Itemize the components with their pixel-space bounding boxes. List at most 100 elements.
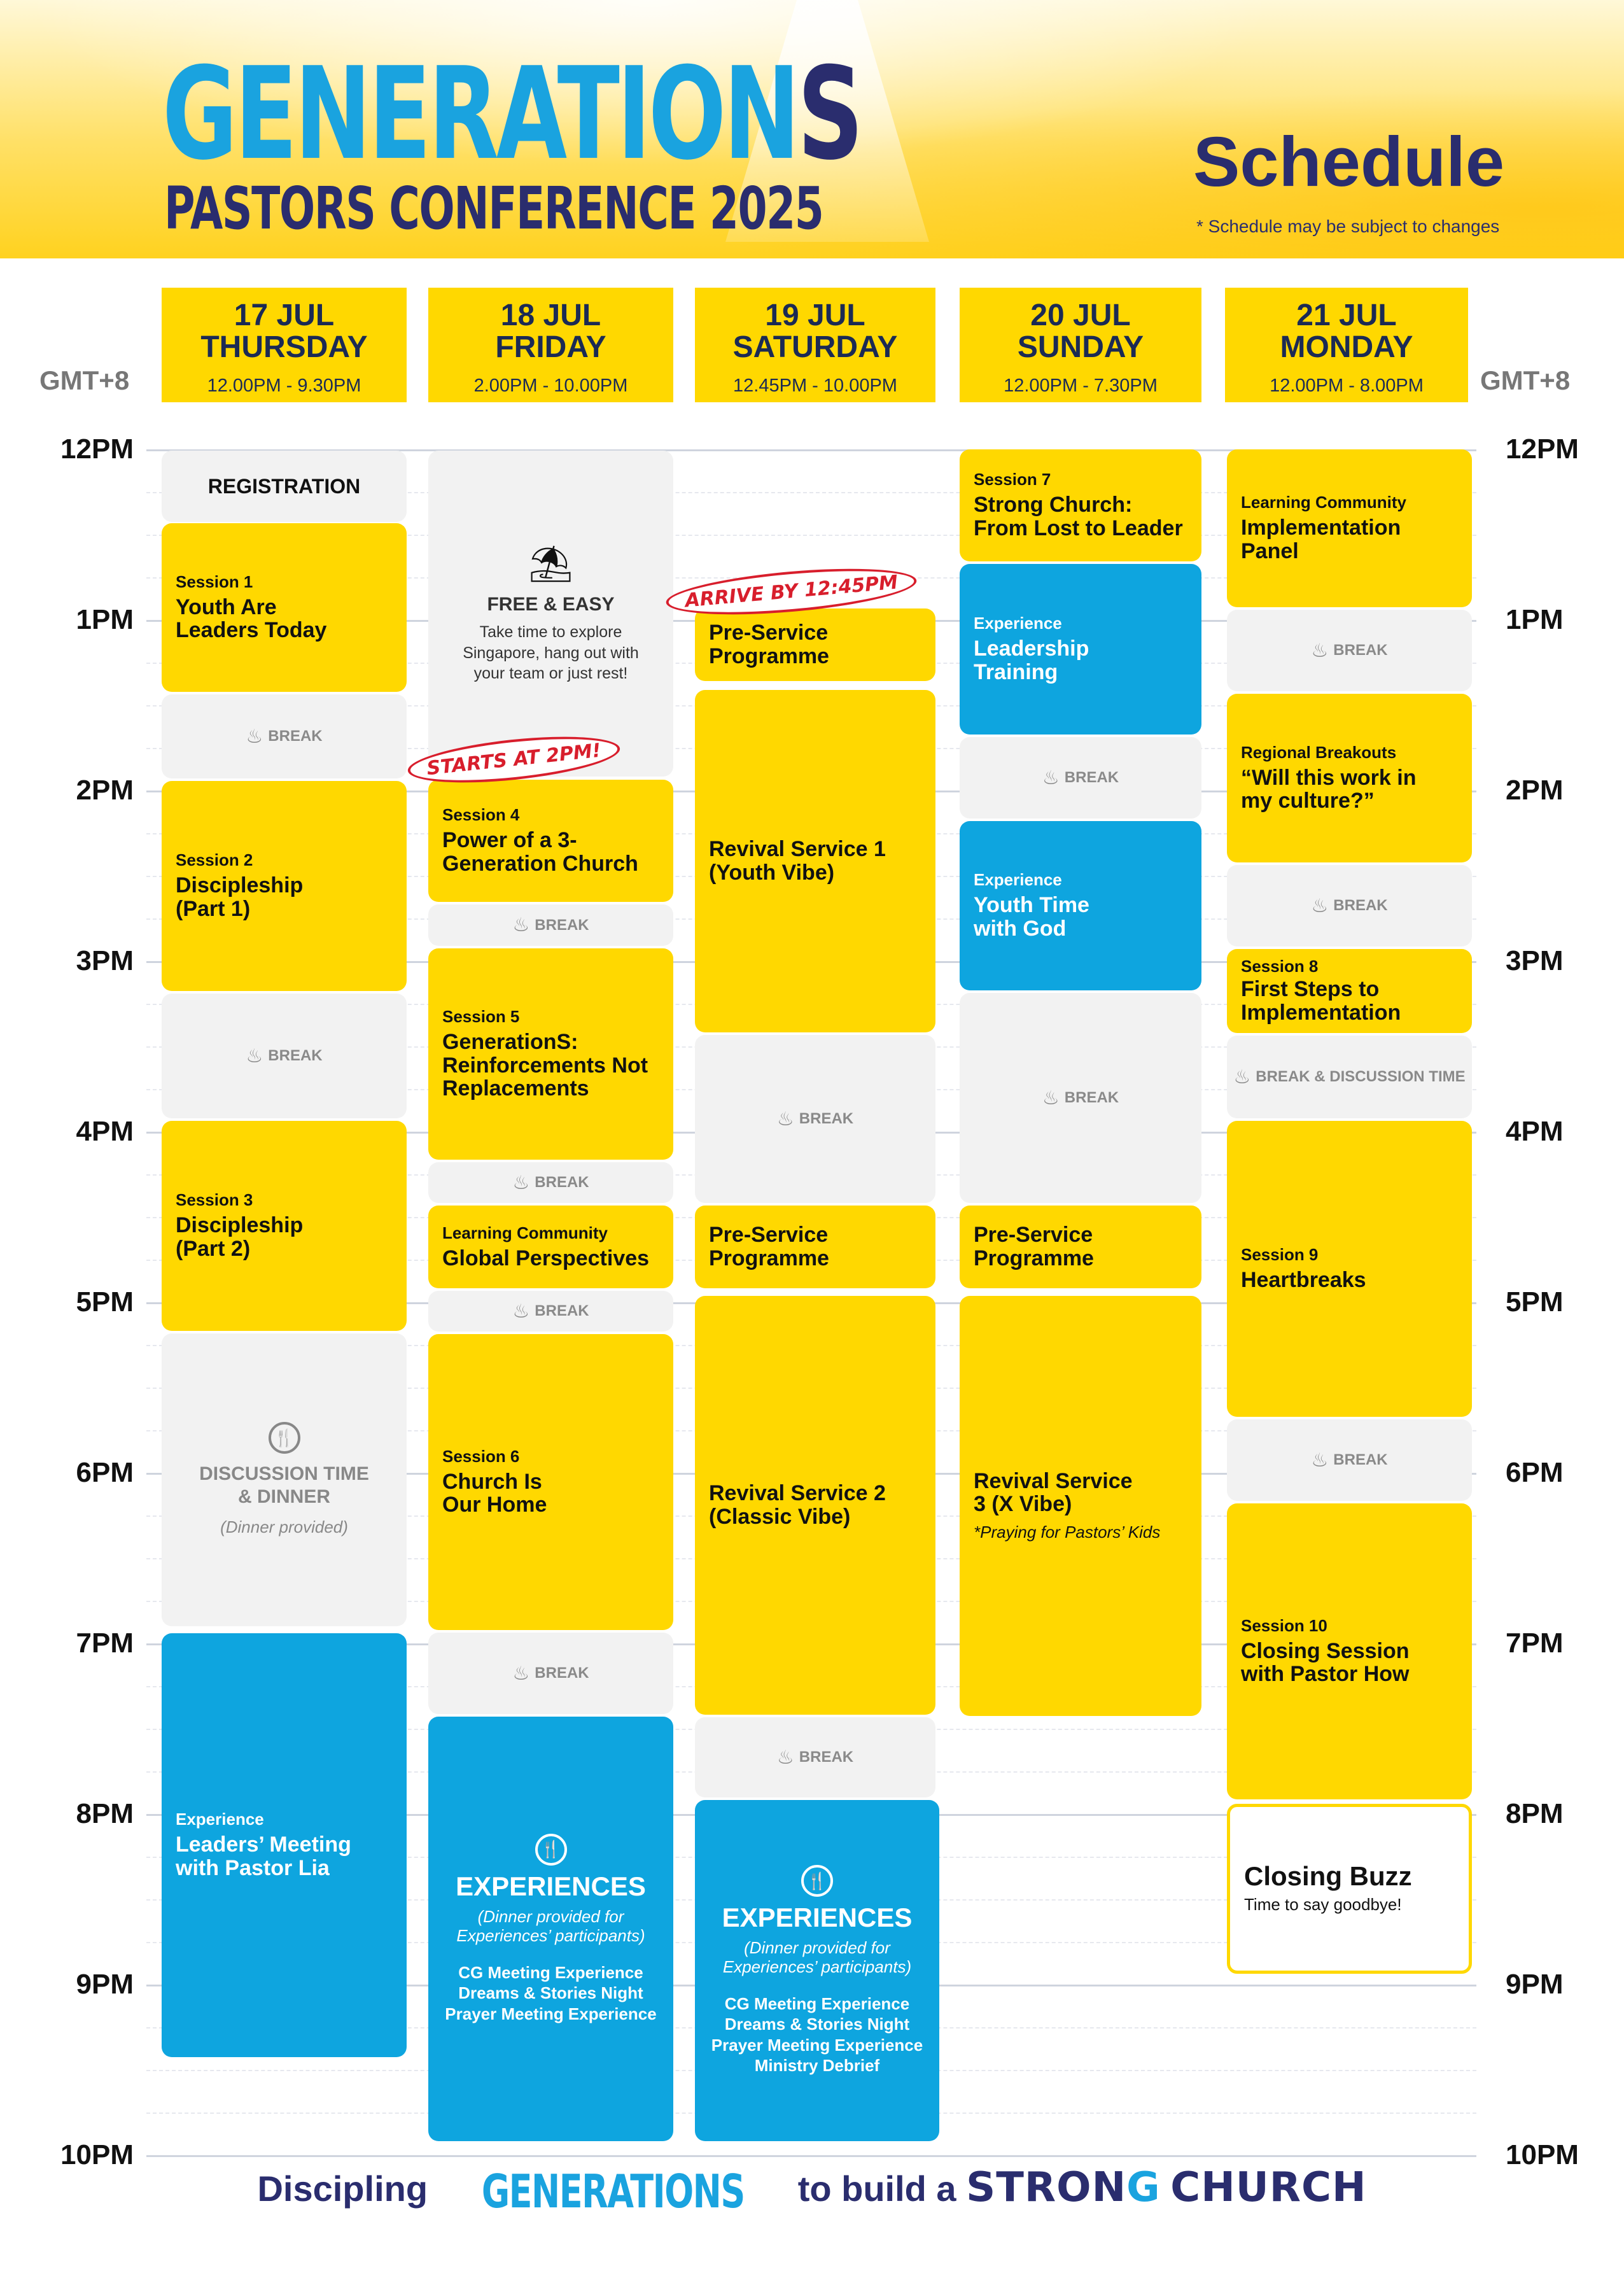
time-label: 4PM bbox=[76, 1116, 134, 1147]
session-label: Session 2 bbox=[176, 850, 253, 870]
registration-block: REGISTRATION bbox=[162, 451, 407, 522]
closing-buzz-sub: Time to say goodbye! bbox=[1244, 1895, 1402, 1914]
experiences-title: EXPERIENCES bbox=[456, 1871, 646, 1901]
session-title: Implementation Panel bbox=[1241, 516, 1401, 563]
session-2-block: Session 2 Discipleship (Part 1) bbox=[162, 781, 407, 991]
session-title: First Steps to Implementation bbox=[1241, 977, 1401, 1025]
session-title: Global Perspectives bbox=[442, 1246, 650, 1270]
time-label: 2PM bbox=[1506, 775, 1564, 806]
time-label: 5PM bbox=[1506, 1286, 1564, 1318]
session-9-block: Session 9 Heartbreaks bbox=[1227, 1121, 1472, 1417]
time-label: 3PM bbox=[1506, 945, 1564, 976]
coffee-cup-icon: ♨ bbox=[512, 915, 530, 936]
page-title: Schedule bbox=[1193, 123, 1505, 201]
day-hours: 12.00PM - 9.30PM bbox=[207, 376, 361, 396]
free-and-easy-block: ⛱ FREE & EASY Take time to explore Singa… bbox=[428, 451, 673, 777]
day-hours: 2.00PM - 10.00PM bbox=[473, 376, 628, 396]
free-title: FREE & EASY bbox=[487, 594, 615, 615]
day-name: FRIDAY bbox=[495, 330, 606, 364]
break-block: ♨ BREAK bbox=[960, 993, 1201, 1203]
pre-service-block: Pre-Service Programme bbox=[960, 1206, 1201, 1288]
session-title: Pre-Service Programme bbox=[709, 1223, 829, 1270]
session-title: Youth Time with God bbox=[974, 893, 1089, 941]
cutlery-icon: 🍴 bbox=[801, 1865, 833, 1897]
time-label: 3PM bbox=[76, 945, 134, 976]
time-label: 12PM bbox=[60, 433, 134, 465]
session-label: Regional Breakouts bbox=[1241, 742, 1397, 762]
break-discussion-block: ♨ BREAK & DISCUSSION TIME bbox=[1227, 1036, 1472, 1118]
day-hours: 12.00PM - 8.00PM bbox=[1270, 376, 1424, 396]
session-5-block: Session 5 GenerationS: Reinforcements No… bbox=[428, 948, 673, 1160]
session-title: Heartbreaks bbox=[1241, 1268, 1366, 1293]
experience-item: Dreams & Stories Night bbox=[724, 2014, 910, 2034]
day-date: 18 JUL bbox=[500, 299, 601, 332]
experience-item: CG Meeting Experience bbox=[458, 1962, 643, 1982]
revival-service-1-block: Revival Service 1 (Youth Vibe) bbox=[695, 690, 935, 1032]
experience-item: Dreams & Stories Night bbox=[458, 1983, 643, 2003]
day-hours: 12.00PM - 7.30PM bbox=[1004, 376, 1158, 396]
conference-name: PASTORS CONFERENCE 2025 bbox=[164, 174, 824, 243]
session-8-block: Session 8 First Steps to Implementation bbox=[1227, 949, 1472, 1033]
cutlery-icon: 🍴 bbox=[535, 1833, 567, 1866]
session-4-block: Session 4 Power of a 3-Generation Church bbox=[428, 780, 673, 902]
free-desc: Take time to explore Singapore, hang out… bbox=[463, 623, 639, 683]
day-name: THURSDAY bbox=[200, 330, 368, 364]
break-block: ♨ BREAK bbox=[162, 694, 407, 778]
discussion-dinner-block: 🍴 DISCUSSION TIME & DINNER (Dinner provi… bbox=[162, 1333, 407, 1626]
closing-buzz-block: Closing Buzz Time to say goodbye! bbox=[1227, 1804, 1472, 1974]
experience-leaders-meeting-block: Experience Leaders’ Meeting with Pastor … bbox=[162, 1633, 407, 2057]
time-label: 6PM bbox=[76, 1457, 134, 1488]
coffee-cup-icon: ♨ bbox=[512, 1300, 530, 1322]
coffee-cup-icon: ♨ bbox=[1311, 640, 1329, 661]
time-label: 10PM bbox=[60, 2139, 134, 2170]
learning-community-block: Learning Community Global Perspectives bbox=[428, 1206, 673, 1288]
coffee-cup-icon: ♨ bbox=[1042, 767, 1060, 789]
session-title: Pre-Service Programme bbox=[974, 1223, 1094, 1270]
time-label: 2PM bbox=[76, 775, 134, 806]
session-1-block: Session 1 Youth Are Leaders Today bbox=[162, 523, 407, 692]
coffee-cup-icon: ♨ bbox=[776, 1747, 794, 1768]
break-block: ♨ BREAK bbox=[428, 1162, 673, 1203]
time-label: 12PM bbox=[1506, 433, 1579, 465]
quarter-gridline bbox=[146, 535, 1476, 536]
tagline-text: Discipling bbox=[257, 2169, 428, 2209]
session-label: Session 7 bbox=[974, 470, 1051, 489]
pre-service-block: Pre-Service Programme bbox=[695, 1206, 935, 1288]
revival-service-3-block: Revival Service 3 (X Vibe) *Praying for … bbox=[960, 1296, 1201, 1716]
day-header-thursday: 17 JUL THURSDAY 12.00PM - 9.30PM bbox=[162, 288, 407, 402]
footer-tagline: Discipling GENERATIONS to build a STRONG… bbox=[0, 2164, 1624, 2218]
break-block: ♨ BREAK bbox=[428, 1291, 673, 1332]
session-label: Experience bbox=[974, 614, 1062, 633]
break-block: ♨ BREAK bbox=[1227, 610, 1472, 691]
session-title: Discipleship (Part 2) bbox=[176, 1213, 304, 1261]
time-label: 5PM bbox=[76, 1286, 134, 1318]
hour-gridline bbox=[146, 2155, 1476, 2157]
time-label: 10PM bbox=[1506, 2139, 1579, 2170]
experience-item: Ministry Debrief bbox=[754, 2056, 880, 2076]
coffee-cup-icon: ♨ bbox=[246, 726, 263, 747]
session-label: Session 1 bbox=[176, 572, 253, 591]
experiences-block-saturday: 🍴 EXPERIENCES (Dinner provided for Exper… bbox=[695, 1800, 939, 2141]
experiences-note: (Dinner provided for Experiences’ partic… bbox=[456, 1906, 645, 1945]
generations-logo: GENERATIONS bbox=[162, 40, 864, 188]
session-label: Learning Community bbox=[1241, 493, 1407, 512]
session-note: *Praying for Pastors’ Kids bbox=[974, 1522, 1161, 1542]
coffee-cup-icon: ♨ bbox=[512, 1172, 530, 1193]
coffee-cup-icon: ♨ bbox=[776, 1108, 794, 1130]
break-block: ♨ BREAK bbox=[162, 994, 407, 1118]
session-title: Pre-Service Programme bbox=[709, 621, 829, 668]
day-header-saturday: 19 JUL SATURDAY 12.45PM - 10.00PM bbox=[695, 288, 935, 402]
day-header-monday: 21 JUL MONDAY 12.00PM - 8.00PM bbox=[1225, 288, 1468, 402]
session-10-block: Session 10 Closing Session with Pastor H… bbox=[1227, 1503, 1472, 1799]
time-label: 8PM bbox=[1506, 1798, 1564, 1829]
session-title: Strong Church: From Lost to Leader bbox=[974, 493, 1183, 540]
tagline-strong: STRONG bbox=[966, 2164, 1161, 2211]
session-label: Session 8 bbox=[1241, 957, 1319, 976]
day-hours: 12.45PM - 10.00PM bbox=[733, 376, 897, 396]
day-header-sunday: 20 JUL SUNDAY 12.00PM - 7.30PM bbox=[960, 288, 1201, 402]
coffee-cup-icon: ♨ bbox=[1311, 895, 1329, 917]
dinner-title: DISCUSSION TIME & DINNER bbox=[199, 1463, 369, 1508]
session-title: Revival Service 1 (Youth Vibe) bbox=[709, 837, 886, 885]
time-label: 8PM bbox=[76, 1798, 134, 1829]
session-title: Leaders’ Meeting with Pastor Lia bbox=[176, 1832, 351, 1880]
